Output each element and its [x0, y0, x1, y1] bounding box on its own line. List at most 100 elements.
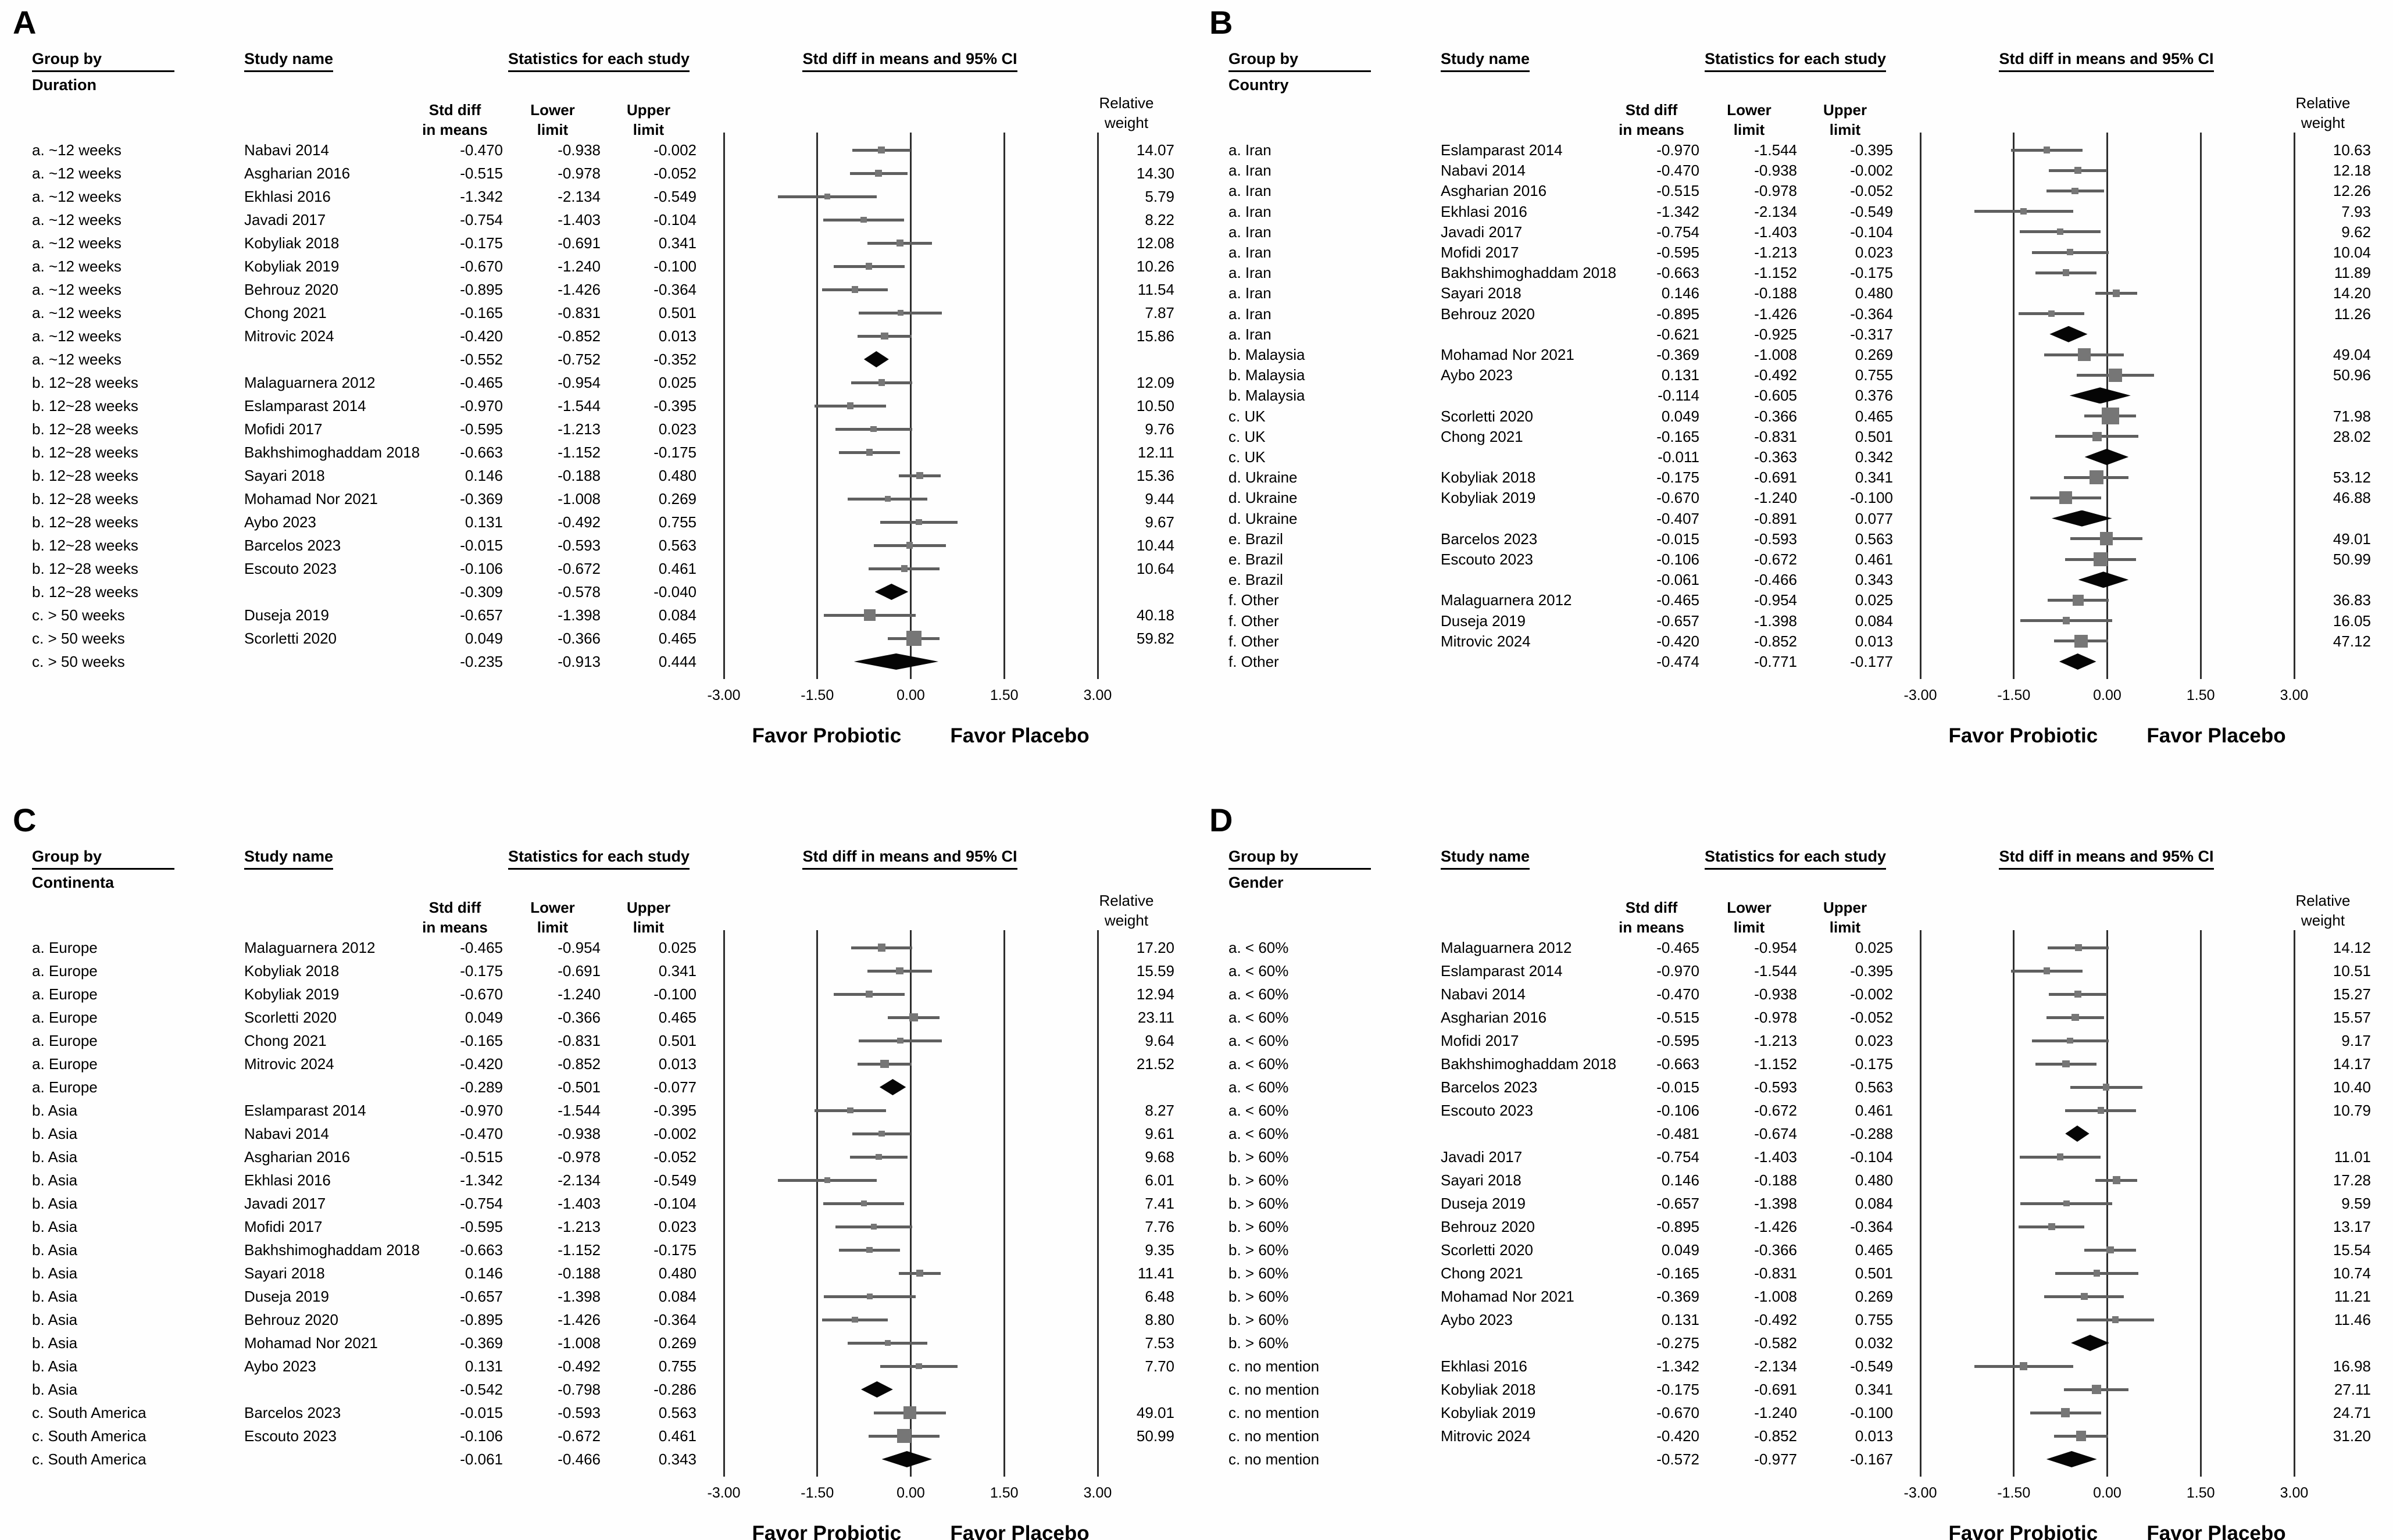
row-study-name: Bakhshimoghaddam 2018 [244, 1241, 420, 1259]
row-mean-value: 0.131 [1661, 366, 1699, 384]
mean-marker [2112, 1176, 2120, 1184]
row-study-name: Asgharian 2016 [1441, 182, 1547, 200]
row-mean-value: -0.407 [1656, 509, 1699, 527]
row-mean-value: -0.470 [460, 1125, 503, 1142]
row-study-name: Nabavi 2014 [1441, 985, 1526, 1003]
row-weight: 8.22 [1145, 211, 1174, 228]
row-upper-limit: -0.052 [653, 165, 697, 182]
row-group-label: c. no mention [1228, 1404, 1320, 1421]
axis-tick-label: -3.00 [1903, 687, 1937, 703]
row-weight: 10.51 [2333, 962, 2371, 980]
row-lower-limit: -1.213 [1754, 244, 1797, 261]
axis-tick-label: 1.50 [2186, 687, 2215, 703]
mean-marker [878, 146, 885, 154]
row-upper-limit: 0.461 [658, 560, 697, 577]
axis-tick-label: -1.50 [801, 687, 834, 703]
row-weight: 14.17 [2333, 1055, 2371, 1073]
row-weight: 50.99 [1136, 1427, 1174, 1445]
row-study-name: Chong 2021 [244, 1032, 327, 1049]
row-lower-limit: -1.426 [558, 281, 601, 298]
row-study-name: Behrouz 2020 [244, 1311, 338, 1328]
row-mean-value: -0.595 [1656, 1032, 1699, 1049]
row-upper-limit: 0.563 [1855, 1078, 1893, 1096]
row-upper-limit: 0.013 [658, 327, 697, 345]
row-study-name: Barcelos 2023 [244, 1404, 341, 1421]
row-upper-limit: -0.286 [653, 1381, 697, 1398]
mean-marker [860, 216, 867, 223]
row-weight: 9.62 [2341, 223, 2371, 241]
mean-marker [2074, 167, 2081, 174]
mean-marker [2103, 1084, 2110, 1091]
row-group-label: a. Iran [1228, 305, 1271, 323]
row-lower-limit: -2.134 [558, 188, 601, 205]
row-lower-limit: -0.925 [1754, 325, 1797, 343]
row-upper-limit: 0.341 [1855, 469, 1893, 487]
row-group-label: a. < 60% [1228, 1009, 1289, 1026]
row-mean-value: -0.165 [1656, 1264, 1699, 1282]
row-study-name: Bakhshimoghaddam 2018 [1441, 1055, 1617, 1073]
column-header-group-by: Group by [1228, 50, 1371, 72]
mean-marker [824, 194, 830, 199]
row-group-label: a. ~12 weeks [32, 304, 122, 321]
row-weight: 23.11 [1137, 1009, 1174, 1026]
row-mean-value: -0.175 [460, 234, 503, 252]
column-header-upper-limit: Upper limit [1823, 899, 1867, 936]
favor-placebo-label: Favor Placebo [2146, 724, 2286, 747]
row-lower-limit: -0.954 [558, 374, 601, 391]
mean-marker [884, 495, 891, 502]
mean-marker [906, 542, 913, 549]
row-weight: 49.01 [2333, 530, 2371, 548]
row-upper-limit: 0.501 [658, 304, 697, 321]
row-study-name: Escouto 2023 [244, 1427, 337, 1445]
mean-marker [2067, 249, 2074, 256]
row-study-name: Barcelos 2023 [1441, 530, 1538, 548]
row-study-name: Behrouz 2020 [1441, 1218, 1535, 1235]
row-upper-limit: -0.175 [1850, 1055, 1893, 1073]
row-mean-value: -0.621 [1656, 325, 1699, 343]
row-mean-value: -0.369 [460, 490, 503, 508]
axis-tick-label: 0.00 [2093, 687, 2121, 703]
row-mean-value: -0.309 [460, 583, 503, 601]
row-mean-value: -0.061 [460, 1450, 503, 1468]
row-group-label: a. ~12 weeks [32, 258, 122, 275]
mean-marker [2067, 1037, 2074, 1044]
row-weight: 9.68 [1145, 1148, 1174, 1166]
row-upper-limit: 0.023 [1855, 1032, 1893, 1049]
axis-tick-label: 3.00 [1083, 687, 1112, 703]
row-lower-limit: -0.672 [1754, 1102, 1797, 1119]
row-upper-limit: -0.175 [1850, 264, 1893, 282]
summary-diamond [853, 653, 939, 670]
column-header-upper-limit: Upper limit [1823, 101, 1867, 138]
row-lower-limit: -1.152 [1754, 1055, 1797, 1073]
row-study-name: Malaguarnera 2012 [244, 939, 376, 956]
row-mean-value: -0.420 [460, 1055, 503, 1073]
row-study-name: Kobyliak 2018 [244, 962, 340, 980]
row-weight: 14.30 [1136, 165, 1174, 182]
axis-tick-label: 0.00 [897, 687, 925, 703]
column-header-statistics: Statistics for each study [1704, 50, 1887, 72]
row-mean-value: -0.470 [1656, 162, 1699, 180]
row-lower-limit: -0.798 [558, 1381, 601, 1398]
row-mean-value: -0.106 [1656, 1102, 1699, 1119]
row-mean-value: -0.895 [1656, 305, 1699, 323]
row-weight: 12.11 [1137, 444, 1174, 461]
row-group-label: c. South America [32, 1404, 147, 1421]
row-group-label: a. Europe [32, 1009, 98, 1026]
row-study-name: Kobyliak 2018 [244, 234, 340, 252]
row-mean-value: -0.175 [1656, 1381, 1699, 1398]
row-group-label: a. ~12 weeks [32, 188, 122, 205]
row-lower-limit: -1.398 [558, 1288, 601, 1305]
mean-marker [866, 449, 873, 456]
row-upper-limit: 0.013 [658, 1055, 697, 1073]
row-mean-value: -0.165 [1656, 427, 1699, 445]
row-study-name: Eslamparast 2014 [1441, 962, 1563, 980]
row-weight: 31.20 [2333, 1427, 2371, 1445]
axis-gridline [2199, 133, 2202, 679]
row-weight: 9.76 [1145, 420, 1174, 438]
row-group-label: a. < 60% [1228, 962, 1289, 980]
row-group-label: c. no mention [1228, 1427, 1320, 1445]
row-lower-limit: -0.831 [558, 1032, 601, 1049]
row-lower-limit: -0.938 [1754, 985, 1797, 1003]
row-group-label: b. > 60% [1228, 1288, 1289, 1305]
